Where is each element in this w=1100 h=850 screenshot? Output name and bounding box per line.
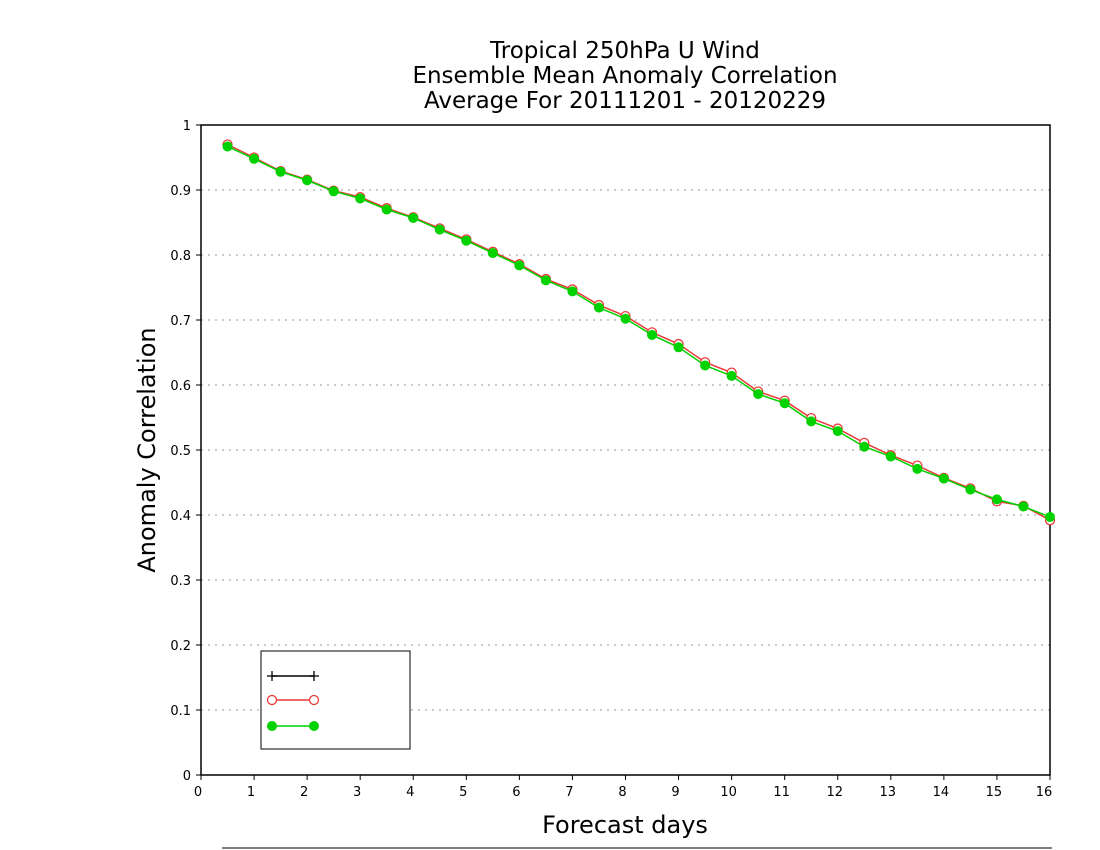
x-tick-label: 14	[933, 785, 950, 800]
y-tick-label: 0.4	[170, 509, 191, 524]
series-line	[227, 145, 1051, 518]
series-1	[222, 139, 1056, 526]
x-tick-label: 6	[512, 785, 520, 800]
y-tick-label: 0.8	[170, 249, 191, 264]
series-line	[227, 143, 1051, 521]
data-point	[1045, 511, 1055, 522]
data-point	[487, 248, 498, 259]
data-point	[381, 204, 392, 215]
y-tick-label: 1	[183, 119, 191, 134]
x-tick-label: 4	[406, 785, 414, 800]
data-point	[540, 275, 551, 286]
y-tick-label: 0.2	[170, 639, 191, 654]
data-series	[222, 139, 1056, 526]
legend	[260, 650, 411, 750]
legend-marker	[267, 671, 277, 681]
data-point	[700, 360, 711, 371]
series-2	[222, 141, 1055, 522]
legend-marker	[267, 721, 277, 731]
x-tick-label: 8	[618, 785, 626, 800]
legend-item-2	[267, 721, 319, 731]
x-axis-label: Forecast days	[542, 811, 708, 839]
legend-marker	[309, 671, 319, 681]
chart-title-line: Average For 20111201 - 20120229	[424, 88, 826, 114]
x-tick-label: 0	[194, 785, 202, 800]
x-tick-label: 13	[880, 785, 897, 800]
x-tick-label: 15	[986, 785, 1003, 800]
legend-marker	[309, 721, 319, 731]
data-point	[779, 398, 790, 409]
data-point	[249, 153, 260, 164]
legend-marker	[266, 694, 278, 706]
x-axis-ticks: 0 1 2 3 4 5 6 7 8 9 10 11 12 13 14 15 16	[194, 775, 1052, 800]
data-point	[806, 416, 817, 427]
y-tick-label: 0.7	[170, 314, 191, 329]
data-point	[859, 441, 870, 452]
y-tick-label: 0.9	[170, 184, 191, 199]
y-tick-label: 0.6	[170, 379, 191, 394]
data-point	[275, 166, 286, 177]
data-point	[408, 212, 419, 223]
data-point	[434, 224, 445, 235]
chart-title-line: Ensemble Mean Anomaly Correlation	[412, 63, 837, 89]
data-point	[302, 175, 313, 186]
x-tick-label: 11	[773, 785, 790, 800]
y-tick-label: 0	[183, 769, 191, 784]
y-tick-label: 0.5	[170, 444, 191, 459]
x-tick-label: 7	[565, 785, 573, 800]
x-tick-label: 10	[720, 785, 737, 800]
data-point	[620, 313, 631, 324]
x-tick-label: 2	[300, 785, 308, 800]
data-point	[991, 494, 1002, 505]
data-point	[673, 342, 684, 353]
y-axis-ticks: 0 0.1 0.2 0.3 0.4 0.5 0.6 0.7 0.8 0.9 1	[170, 119, 201, 784]
data-point	[461, 235, 472, 246]
y-tick-label: 0.3	[170, 574, 191, 589]
data-point	[885, 451, 896, 462]
x-tick-label: 16	[1036, 785, 1053, 800]
data-point	[514, 260, 525, 271]
data-point	[567, 286, 578, 297]
chart-title-line: Tropical 250hPa U Wind	[489, 38, 760, 64]
legend-item-0	[267, 671, 319, 681]
legend-item-1	[266, 694, 320, 706]
data-point	[593, 302, 604, 313]
x-tick-label: 3	[353, 785, 361, 800]
x-tick-label: 1	[247, 785, 255, 800]
data-point	[1018, 501, 1029, 512]
data-point	[965, 484, 976, 495]
data-point	[647, 329, 658, 340]
data-point	[912, 463, 923, 474]
legend-marker	[308, 694, 320, 706]
x-tick-label: 5	[459, 785, 467, 800]
y-tick-label: 0.1	[170, 704, 191, 719]
data-point	[328, 186, 339, 197]
data-point	[753, 389, 764, 400]
data-point	[355, 193, 366, 204]
y-axis-label: Anomaly Correlation	[133, 327, 161, 572]
x-tick-label: 12	[826, 785, 843, 800]
grid-lines	[201, 124, 1050, 711]
data-point	[726, 370, 737, 381]
data-point	[832, 426, 843, 437]
data-point	[938, 473, 949, 484]
data-point	[222, 141, 233, 152]
x-tick-label: 9	[671, 785, 679, 800]
